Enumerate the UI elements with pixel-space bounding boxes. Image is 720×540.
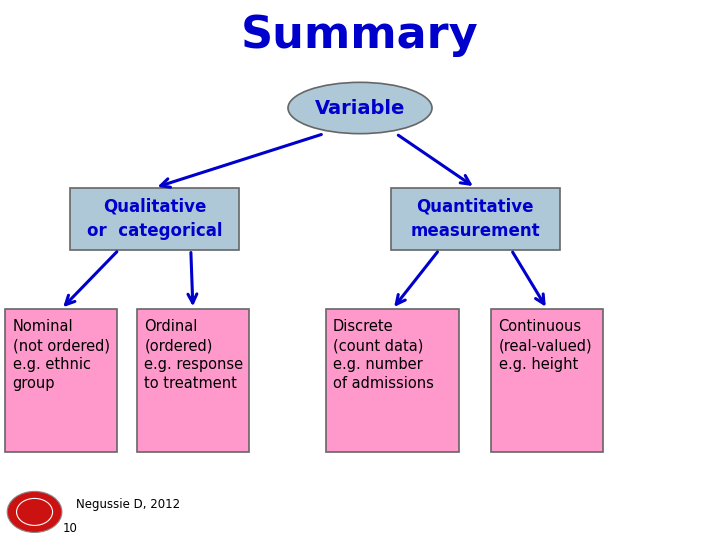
- Text: Discrete
(count data)
e.g. number
of admissions: Discrete (count data) e.g. number of adm…: [333, 319, 434, 392]
- Text: Ordinal
(ordered)
e.g. response
to treatment: Ordinal (ordered) e.g. response to treat…: [145, 319, 243, 392]
- Text: 10: 10: [63, 522, 78, 535]
- Text: Quantitative
measurement: Quantitative measurement: [410, 198, 540, 240]
- FancyBboxPatch shape: [325, 309, 459, 453]
- Text: Nominal
(not ordered)
e.g. ethnic
group: Nominal (not ordered) e.g. ethnic group: [13, 319, 109, 392]
- FancyBboxPatch shape: [71, 188, 239, 249]
- FancyBboxPatch shape: [137, 309, 249, 453]
- Circle shape: [7, 491, 62, 532]
- FancyBboxPatch shape: [491, 309, 603, 453]
- Text: Continuous
(real-valued)
e.g. height: Continuous (real-valued) e.g. height: [498, 319, 593, 372]
- Ellipse shape: [288, 82, 432, 133]
- FancyBboxPatch shape: [390, 188, 560, 249]
- Text: Qualitative
or  categorical: Qualitative or categorical: [87, 198, 222, 240]
- Text: Variable: Variable: [315, 98, 405, 118]
- FancyBboxPatch shape: [6, 309, 117, 453]
- Text: Negussie D, 2012: Negussie D, 2012: [76, 498, 180, 511]
- Text: Summary: Summary: [241, 14, 479, 57]
